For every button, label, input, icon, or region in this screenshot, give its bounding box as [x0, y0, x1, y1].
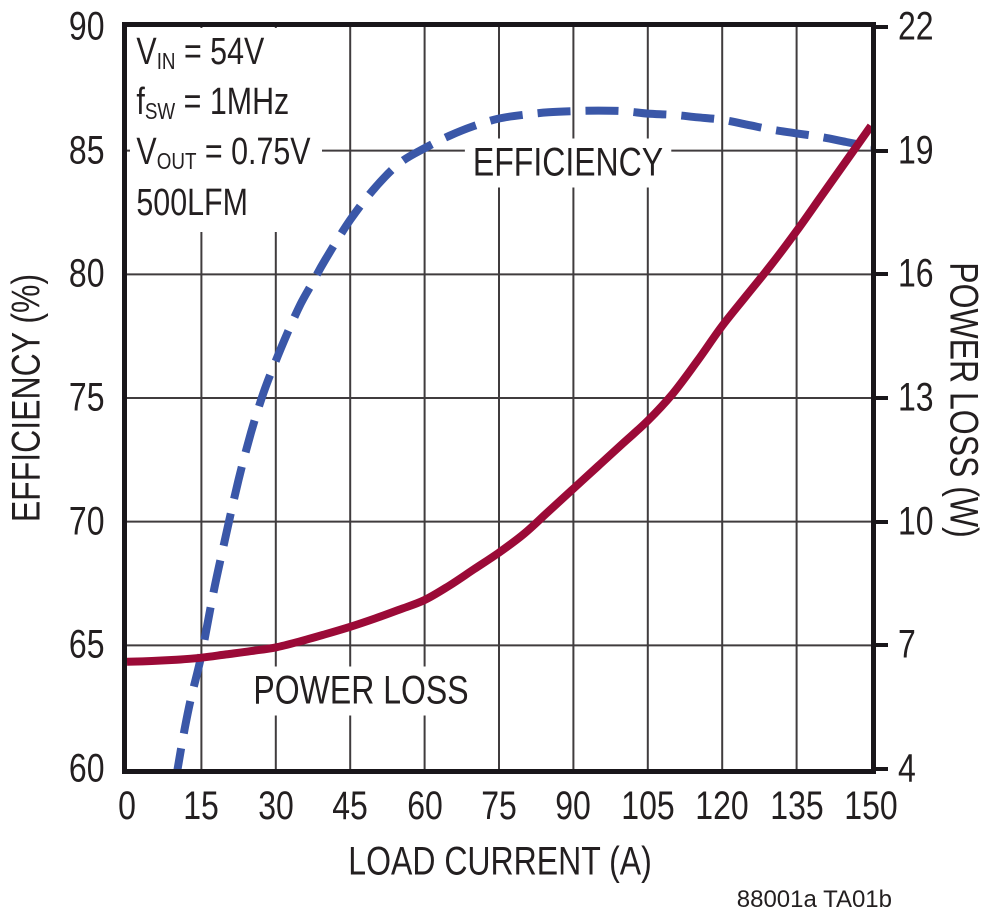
y-right-tick-label: 10	[898, 499, 934, 544]
right-axis-tick-mark	[871, 643, 888, 648]
x-tick-label: 45	[332, 784, 368, 828]
x-tick-label: 150	[844, 784, 898, 828]
condition-line: fSW = 1MHz	[136, 81, 290, 125]
y-left-tick-label: 65	[68, 622, 104, 667]
condition-line: VIN = 54V	[136, 31, 265, 75]
y-right-tick-label: 19	[898, 128, 934, 173]
y-axis-label-right: POWER LOSS (W)	[941, 262, 986, 538]
x-tick-label: 90	[555, 784, 592, 828]
x-tick-label: 105	[621, 784, 675, 828]
x-axis-label: LOAD CURRENT (A)	[348, 839, 652, 884]
data-curves	[127, 106, 871, 769]
figure-reference-number: 88001a TA01b	[736, 886, 892, 913]
y-right-tick-label: 22	[898, 4, 934, 49]
power-loss-curve-label: POWER LOSS	[245, 666, 477, 716]
efficiency-curve	[173, 106, 871, 769]
y-left-tick-label: 90	[68, 4, 104, 49]
x-tick-label: 15	[183, 784, 220, 828]
right-axis-tick-mark	[871, 272, 888, 277]
y-right-tick-label: 16	[898, 251, 934, 296]
x-tick-label: 60	[406, 784, 443, 828]
test-conditions: VIN = 54V fSW = 1MHz VOUT = 0.75V 500LFM	[130, 28, 322, 232]
x-tick-label: 30	[257, 784, 294, 828]
y-left-tick-label: 85	[68, 128, 104, 173]
x-tick-label: 135	[769, 784, 824, 828]
right-axis-tick-mark	[871, 767, 888, 771]
y-right-tick-label: 7	[898, 622, 916, 667]
y-right-tick-label: 13	[898, 375, 934, 420]
efficiency-curve-label: EFFICIENCY	[464, 138, 672, 188]
right-axis-tick-mark	[871, 25, 888, 29]
condition-line: VOUT = 0.75V	[136, 131, 311, 175]
right-axis-tick-mark	[871, 519, 888, 524]
x-tick-label: 75	[481, 784, 517, 828]
right-axis-tick-mark	[871, 396, 888, 400]
x-tick-label: 120	[695, 784, 749, 828]
y-left-tick-label: 70	[68, 499, 104, 544]
y-right-tick-label: 4	[898, 746, 916, 791]
y-left-tick-label: 75	[68, 375, 104, 420]
condition-line: 500LFM	[136, 181, 248, 224]
y-left-tick-label: 60	[68, 746, 104, 791]
right-axis-tick-mark	[871, 148, 888, 153]
power-loss-curve	[127, 123, 871, 666]
y-left-tick-label: 80	[68, 251, 104, 296]
y-axis-label-left: EFFICIENCY (%)	[4, 273, 49, 523]
x-tick-label: 0	[118, 784, 136, 828]
